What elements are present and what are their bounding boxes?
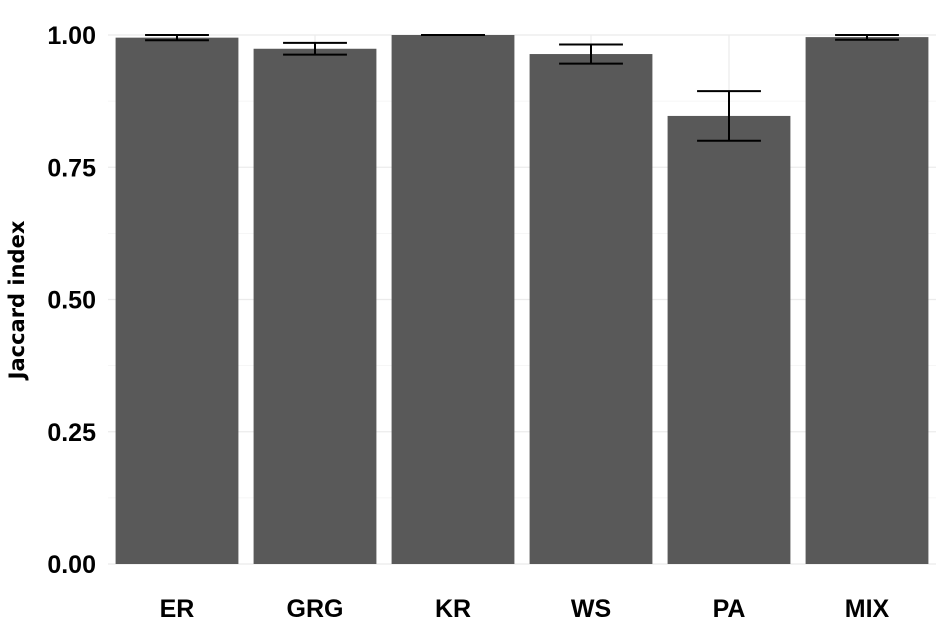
x-tick-label: MIX xyxy=(845,595,890,622)
x-tick-label: GRG xyxy=(287,595,344,622)
x-tick-label: KR xyxy=(435,595,471,622)
y-tick-label: 0.75 xyxy=(47,154,96,182)
y-tick-label: 0.50 xyxy=(47,287,96,315)
bar-grg xyxy=(253,48,377,564)
bars-layer xyxy=(115,35,929,564)
y-axis-ticks: 0.00 0.25 0.50 0.75 1.00 xyxy=(47,22,96,579)
bar-ws xyxy=(529,54,653,564)
x-axis-ticks: ER GRG KR WS PA MIX xyxy=(160,595,890,622)
error-bar-er xyxy=(145,34,209,42)
bar-mix xyxy=(805,37,929,564)
y-axis-title: Jaccard index xyxy=(5,220,29,381)
x-tick-label: PA xyxy=(713,595,746,622)
bar-er xyxy=(115,37,239,564)
bar-pa xyxy=(667,115,791,564)
error-bars-layer xyxy=(145,34,899,142)
y-tick-label: 0.00 xyxy=(47,551,96,579)
error-bar-ws xyxy=(559,43,623,65)
x-tick-label: ER xyxy=(160,595,195,622)
y-tick-label: 1.00 xyxy=(47,22,96,50)
y-tick-label: 0.25 xyxy=(47,419,96,447)
error-bar-mix xyxy=(835,34,899,41)
error-bar-grg xyxy=(283,41,347,56)
bar-kr xyxy=(391,35,515,564)
x-tick-label: WS xyxy=(571,595,611,622)
error-bar-pa xyxy=(697,90,761,142)
